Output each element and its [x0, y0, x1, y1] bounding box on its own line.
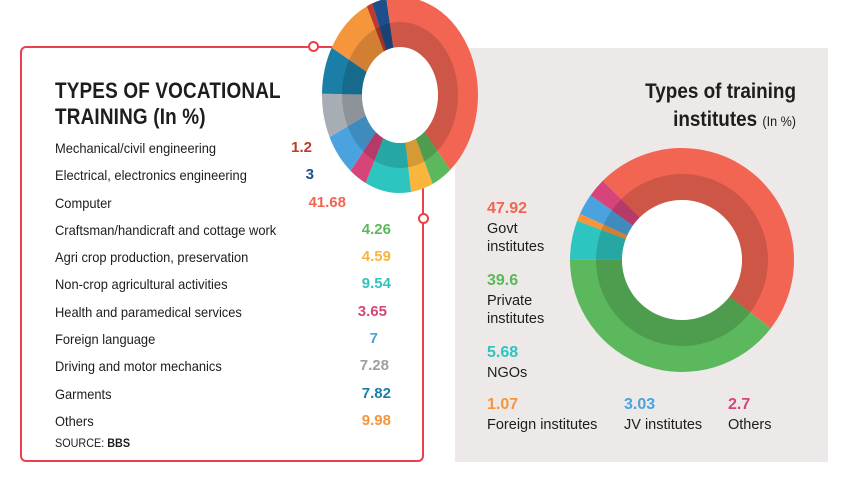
category-value: 9.98 [361, 411, 391, 429]
slice-shade-private-institutes [596, 259, 751, 346]
donut-hole [622, 200, 742, 320]
category-value: 7 [369, 330, 378, 348]
institute-label-others: Others [728, 416, 772, 434]
institute-label-line: NGOs [487, 365, 528, 381]
institute-label-foreign-institutes: Foreign institutes [487, 416, 597, 434]
institute-value-foreign-institutes: 1.07 [487, 396, 519, 413]
category-row-electrical-electronics-engineering: Electrical, electronics engineering 3 [55, 163, 395, 190]
institutes-donut [570, 147, 794, 372]
category-row-garments: Garments 7.82 [55, 382, 395, 409]
category-row-others: Others 9.98 [55, 409, 395, 436]
slice-shade-mechanical-civil-engineering [375, 26, 387, 52]
slice-shade-craftsman-handicraft-and-cottage-work [415, 131, 438, 162]
source-prefix: SOURCE: [55, 436, 108, 450]
institute-value-ngos: 5.68 [487, 344, 519, 361]
institute-value-govt-institutes: 47.92 [487, 200, 528, 217]
category-row-driving-and-motor-mechanics: Driving and motor mechanics 7.28 [55, 354, 395, 381]
institute-value-jv-institutes: 3.03 [624, 396, 656, 413]
institute-label-line: Foreign institutes [487, 417, 598, 433]
donut-hole [362, 47, 438, 143]
institute-value-others: 2.7 [728, 396, 751, 413]
title-line-2: TRAINING (In %) [55, 104, 206, 129]
institute-label-line: Private [487, 293, 533, 309]
category-value: 1.2 [291, 139, 312, 156]
slice-shade-others [611, 199, 640, 226]
slice-shade-govt-institutes [621, 173, 768, 313]
institute-label-line: institutes [487, 239, 545, 255]
slice-shade-non-crop-agricultural-activities [374, 138, 409, 168]
category-value: 7.82 [361, 384, 391, 402]
institute-label-private-institutes: Private institutes [487, 292, 544, 328]
institute-label-line: Others [728, 417, 772, 433]
title-line-1: TYPES OF VOCATIONAL [55, 78, 281, 103]
vocational-training-donut [322, 0, 478, 193]
category-label: Foreign language [55, 331, 156, 348]
category-value: 4.26 [361, 220, 391, 238]
category-label: Computer [55, 194, 112, 211]
category-row-mechanical-civil-engineering: Mechanical/civil engineering 1.2 [55, 136, 395, 163]
category-row-non-crop-agricultural-activities: Non-crop agricultural activities 9.54 [55, 272, 395, 299]
slice-shade-computer [389, 22, 458, 151]
institute-label-line: Govt [487, 221, 518, 237]
institute-value-private-institutes: 39.6 [487, 272, 519, 289]
category-label: Others [55, 412, 94, 429]
connector-dot-top [308, 41, 319, 52]
category-label: Health and paramedical services [55, 303, 242, 320]
slice-shade-health-and-paramedical-services [363, 132, 384, 161]
category-row-computer: Computer 41.68 [55, 191, 395, 218]
institute-label-line: JV institutes [624, 417, 703, 433]
vocational-training-title: TYPES OF VOCATIONAL TRAINING (In %) [55, 78, 313, 130]
category-label: Non-crop agricultural activities [55, 276, 228, 293]
category-value: 7.28 [359, 357, 389, 375]
institutes-title: Types of training institutes (In %) [620, 78, 796, 135]
connector-dot-right [418, 213, 429, 224]
source-name: BBS [107, 436, 131, 450]
institutes-title-line-1: Types of training [645, 80, 796, 103]
slice-shade-ngos [596, 229, 626, 260]
category-value: 9.54 [361, 275, 391, 293]
category-row-craftsman-handicraft-and-cottage-work: Craftsman/handicraft and cottage work 4.2… [55, 218, 395, 245]
category-row-health-and-paramedical-services: Health and paramedical services 3.65 [55, 300, 395, 327]
slice-shade-foreign-institutes [601, 224, 628, 239]
category-label: Mechanical/civil engineering [55, 140, 217, 156]
category-label: Craftsman/handicraft and cottage work [55, 221, 277, 238]
institutes-title-line-2: institutes [673, 108, 758, 131]
institute-label-line: institutes [487, 311, 545, 327]
category-row-agri-crop-production-preservation: Agri crop production, preservation 4.59 [55, 245, 395, 272]
category-value: 41.68 [308, 193, 346, 211]
category-label: Driving and motor mechanics [55, 358, 222, 375]
slice-shade-driving-and-motor-mechanics [342, 94, 366, 127]
category-row-foreign-language: Foreign language 7 [55, 327, 395, 354]
category-value: 3.65 [357, 302, 387, 320]
category-label: Agri crop production, preservation [55, 249, 249, 266]
institute-label-jv-institutes: JV institutes [624, 416, 702, 434]
vocational-category-list: Mechanical/civil engineering 1.2 Electrica… [55, 136, 395, 436]
category-label: Electrical, electronics engineering [55, 167, 247, 184]
slice-shade-foreign-language [347, 115, 376, 152]
institute-label-govt-institutes: Govt institutes [487, 220, 544, 256]
category-value: 4.59 [361, 248, 391, 266]
slice-shade-garments [342, 59, 367, 95]
slice-shade-others [349, 28, 384, 72]
category-value: 3 [305, 166, 314, 184]
slice-shade-electrical-electronics-engineering [379, 23, 394, 51]
institute-label-ngos: NGOs [487, 364, 527, 382]
institutes-title-unit: (In %) [762, 113, 796, 129]
slice-shade-agri-crop-production-preservation [405, 138, 425, 168]
category-label: Garments [55, 385, 112, 402]
source-note: SOURCE: BBS [55, 436, 130, 450]
slice-shade-jv-institutes [603, 210, 634, 236]
